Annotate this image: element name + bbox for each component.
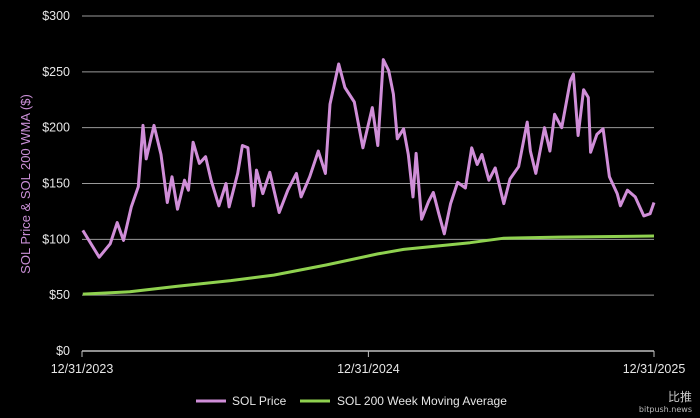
x-tick-labels: 12/31/2023 12/31/2024 12/31/2025 bbox=[51, 351, 686, 376]
y-tick-label: $300 bbox=[42, 9, 70, 23]
y-axis-label: SOL Price & SOL 200 WMA ($) bbox=[18, 94, 33, 274]
legend-label-sol-wma: SOL 200 Week Moving Average bbox=[337, 394, 507, 408]
y-tick-label: $200 bbox=[42, 121, 70, 135]
gridlines bbox=[82, 15, 654, 352]
series-line-sol-price bbox=[81, 58, 656, 259]
watermark-main: 比推 bbox=[667, 390, 692, 404]
y-tick-label: $100 bbox=[42, 232, 70, 246]
series-line-sol-wma bbox=[82, 234, 655, 296]
y-tick-labels: $0 $50 $100 $150 $200 $250 $300 bbox=[42, 9, 70, 358]
watermark: 比推 bitpush.news bbox=[639, 388, 692, 414]
legend: SOL Price SOL 200 Week Moving Average bbox=[196, 394, 507, 408]
y-tick-label: $50 bbox=[49, 288, 70, 302]
y-tick-label: $0 bbox=[56, 344, 70, 358]
watermark-sub: bitpush.news bbox=[638, 405, 692, 414]
x-tick-label: 12/31/2023 bbox=[51, 362, 114, 376]
x-tick-label: 12/31/2024 bbox=[337, 362, 400, 376]
x-tick-label: 12/31/2025 bbox=[623, 362, 686, 376]
y-tick-label: $150 bbox=[42, 177, 70, 191]
series-lines bbox=[81, 58, 656, 296]
y-tick-label: $250 bbox=[42, 65, 70, 79]
legend-label-sol-price: SOL Price bbox=[232, 394, 287, 408]
